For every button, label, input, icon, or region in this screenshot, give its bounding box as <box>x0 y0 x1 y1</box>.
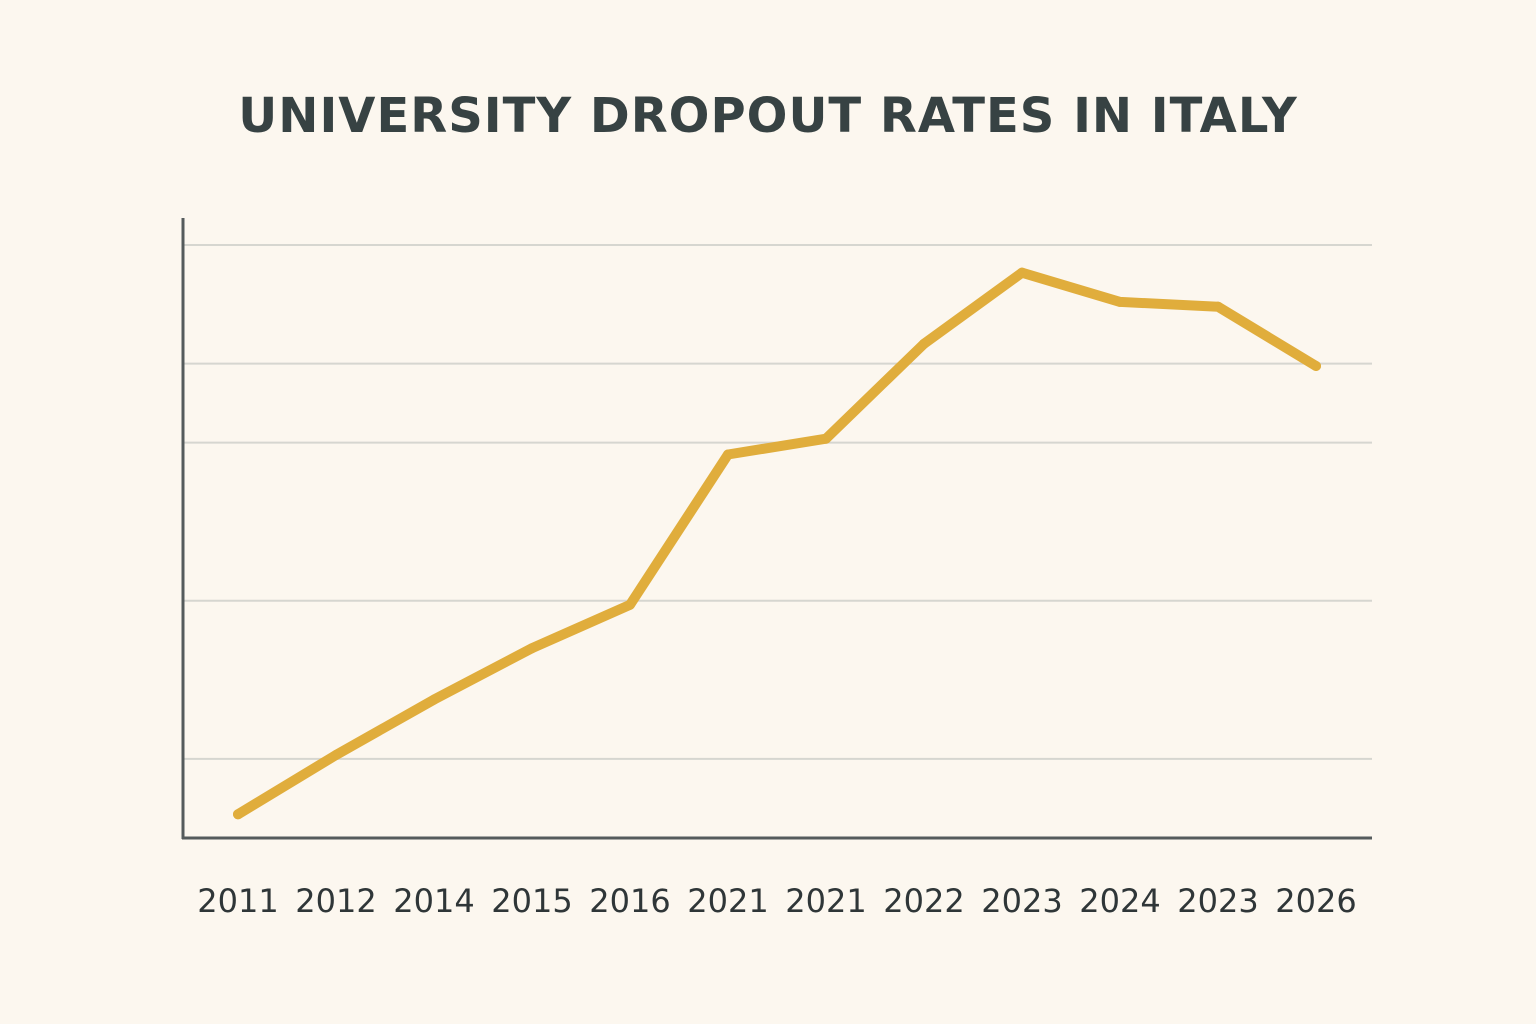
data-point <box>1017 267 1027 278</box>
data-point <box>1213 301 1223 312</box>
data-point <box>1311 360 1321 371</box>
data-point <box>527 643 537 654</box>
x-tick-label: 2023 <box>981 882 1062 920</box>
data-point <box>919 338 929 349</box>
data-point <box>331 749 341 760</box>
data-point <box>233 809 243 820</box>
chart-title: UNIVERSITY DROPOUT RATES IN ITALY <box>238 88 1298 144</box>
data-point <box>429 694 439 705</box>
x-tick-label: 2014 <box>393 882 474 920</box>
x-tick-label: 2015 <box>491 882 572 920</box>
data-point <box>821 433 831 444</box>
series-line <box>233 267 1321 820</box>
x-tick-label: 2021 <box>687 882 768 920</box>
x-tick-label: 2016 <box>589 882 670 920</box>
x-tick-label: 2012 <box>295 882 376 920</box>
data-point <box>625 599 635 610</box>
x-tick-label: 2011 <box>197 882 278 920</box>
x-tick-label: 2023 <box>1177 882 1258 920</box>
x-tick-label: 2022 <box>883 882 964 920</box>
data-point <box>723 449 733 460</box>
x-tick-label: 2026 <box>1275 882 1356 920</box>
x-tick-label: 2024 <box>1079 882 1160 920</box>
data-point <box>1115 296 1125 307</box>
x-tick-label: 2021 <box>785 882 866 920</box>
